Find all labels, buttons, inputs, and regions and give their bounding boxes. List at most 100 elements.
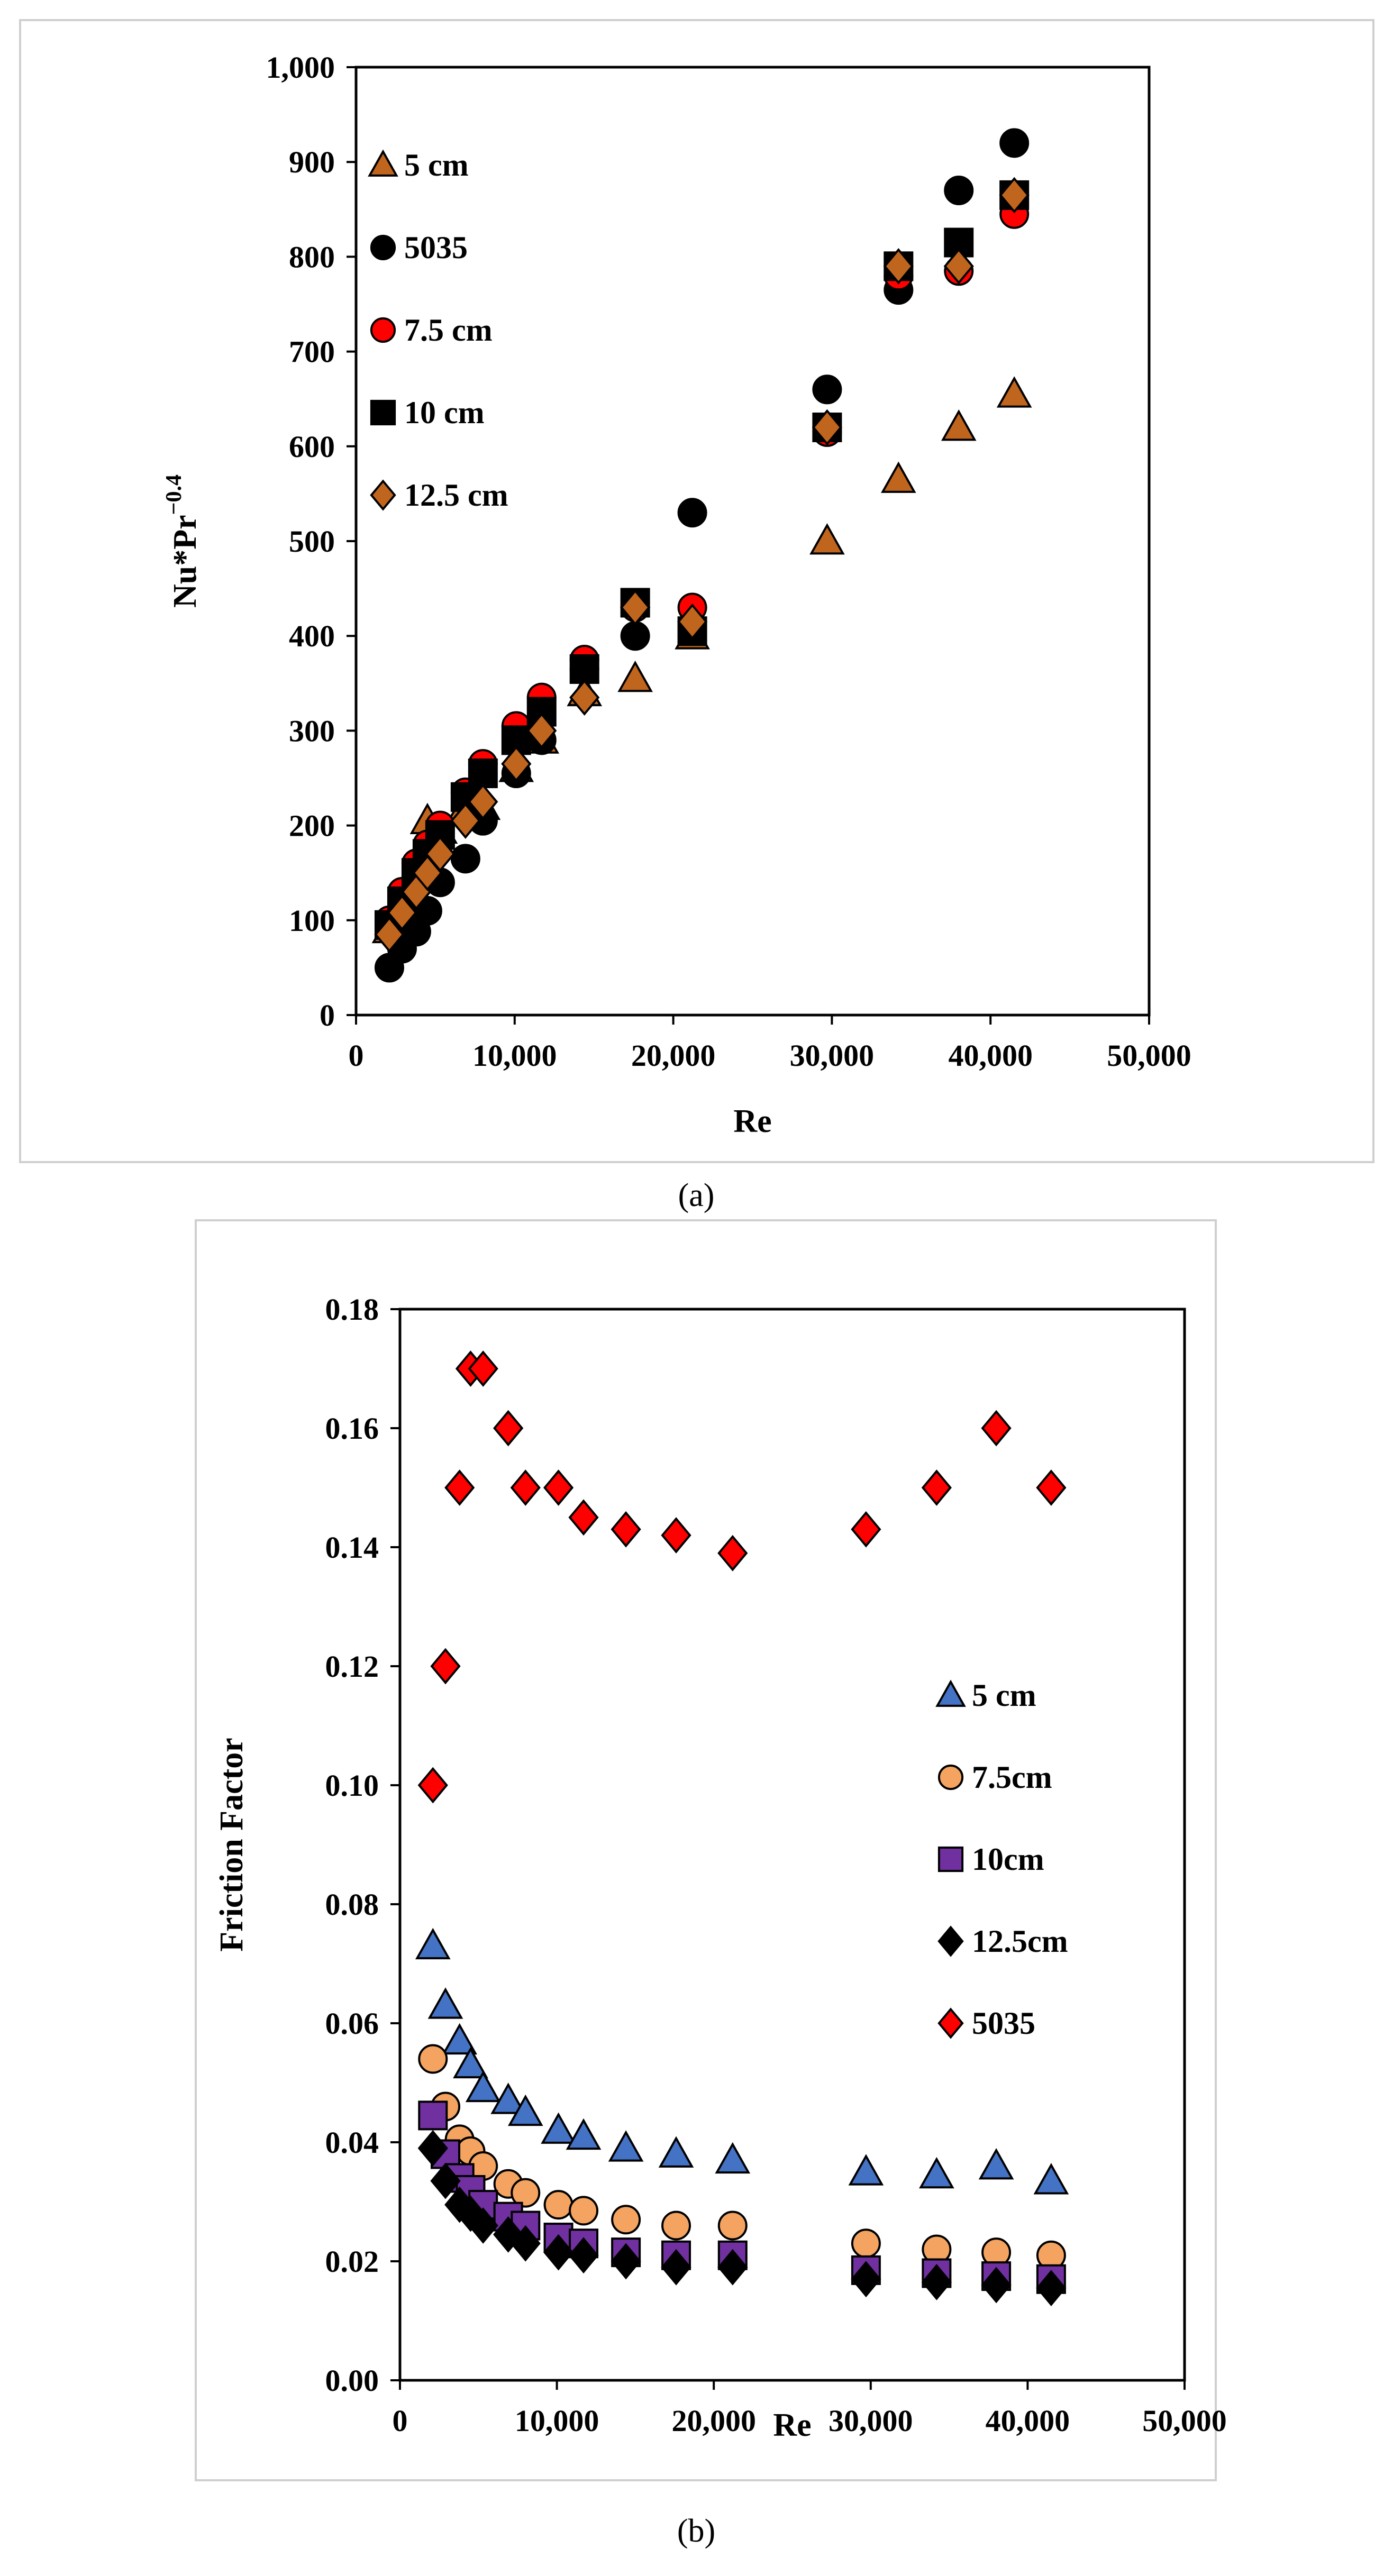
- chart-a-point-5035: [450, 844, 480, 874]
- chart-b-point-5035: [543, 1469, 574, 1506]
- caption-a: (a): [678, 1177, 715, 1213]
- chart-b-plot-area: [398, 1308, 1186, 2382]
- chart-b-point-5-cm: [427, 1987, 463, 2019]
- chart-a-y-tick-label: 0: [320, 998, 335, 1033]
- chart-b-point-12-5cm: [851, 2261, 881, 2298]
- chart-a-point-12-5-cm: [468, 783, 498, 820]
- chart-a-y-tick-label: 800: [289, 240, 335, 274]
- chart-b-point-12-5cm: [568, 2237, 599, 2274]
- chart-b-point-5-cm: [541, 2112, 576, 2144]
- chart-b-point-5-cm: [848, 2154, 884, 2186]
- chart-b-point-7-5cm: [418, 2044, 448, 2074]
- chart-b-point-5035: [1036, 1469, 1067, 1506]
- chart-a-legend-marker: [370, 479, 396, 511]
- chart-b-point-12-5cm: [543, 2234, 574, 2271]
- chart-b-point-5-cm: [919, 2157, 954, 2189]
- chart-b-point-5-cm: [566, 2118, 602, 2150]
- chart-a-legend-marker: [368, 149, 398, 177]
- chart-b-point-5-cm: [608, 2130, 644, 2162]
- chart-a-point-12-5-cm: [501, 745, 532, 782]
- chart-b-legend-marker: [937, 2007, 964, 2039]
- chart-b-point-5035: [493, 1410, 524, 1447]
- chart-b-point-7-5cm: [851, 2228, 881, 2259]
- chart-a-y-axis-label: Nu*Pr−0.4: [162, 474, 203, 608]
- chart-b-x-tick-label: 50,000: [1142, 2404, 1227, 2438]
- chart-a-y-tick-label: 400: [289, 619, 335, 653]
- chart-a-point-12-5-cm: [883, 248, 914, 285]
- chart-a-point-5035: [812, 374, 842, 405]
- chart-a-y-tick-label: 100: [289, 903, 335, 938]
- chart-a-point-12-5-cm: [569, 679, 600, 716]
- chart-b-point-12-5cm: [1036, 2270, 1067, 2306]
- chart-b-x-tick-label: 0: [393, 2404, 408, 2438]
- chart-a-legend-label: 7.5 cm: [404, 313, 493, 348]
- chart-b-y-tick-label: 0.00: [325, 2363, 379, 2398]
- chart-a-legend-label: 10 cm: [404, 395, 485, 430]
- chart-a-point-5-cm: [996, 376, 1032, 408]
- chart-b-point-7-5cm: [717, 2210, 748, 2241]
- chart-a-legend-label: 5 cm: [404, 148, 469, 182]
- chart-a-legend-label: 12.5 cm: [404, 478, 508, 513]
- chart-a-x-tick-label: 10,000: [472, 1038, 557, 1073]
- chart-b-point-5035: [851, 1511, 881, 1548]
- chart-b-y-axis-label: Friction Factor: [214, 1738, 250, 1952]
- chart-a-y-tick-label: 200: [289, 809, 335, 843]
- chart-a-legend-marker: [370, 399, 396, 426]
- chart-a-point-5-cm: [881, 461, 916, 493]
- chart-a-x-tick-label: 40,000: [948, 1038, 1033, 1073]
- chart-b-point-7-5cm: [543, 2190, 573, 2220]
- chart-b-point-12-5cm: [717, 2249, 748, 2286]
- chart-b-point-7-5cm: [569, 2196, 599, 2226]
- chart-b-y-tick-label: 0.04: [325, 2125, 379, 2160]
- chart-b-point-5035: [417, 1767, 448, 1804]
- chart-b-point-5-cm: [442, 2023, 478, 2055]
- chart-a-point-5035: [999, 128, 1030, 158]
- chart-b-y-tick-label: 0.16: [325, 1411, 379, 1446]
- chart-a-point-5-cm: [617, 660, 653, 692]
- chart-b-point-12-5cm: [921, 2264, 952, 2300]
- chart-b-point-12-5cm: [430, 2162, 461, 2199]
- chart-b-point-12-5cm: [417, 2130, 448, 2167]
- chart-b-point-7-5cm: [511, 2178, 541, 2208]
- chart-b-legend-label: 5 cm: [972, 1678, 1036, 1713]
- chart-b-legend-label: 7.5cm: [972, 1760, 1052, 1795]
- chart-b-point-12-5cm: [510, 2225, 541, 2262]
- chart-b-legend-label: 5035: [972, 2006, 1035, 2041]
- chart-a-point-5-cm: [941, 409, 977, 441]
- chart-b-point-5-cm: [1033, 2163, 1069, 2195]
- chart-a-x-tick-label: 20,000: [631, 1038, 716, 1073]
- chart-b-point-5-cm: [453, 2047, 488, 2079]
- chart-a-x-tick-label: 50,000: [1107, 1038, 1191, 1073]
- chart-b-legend-marker: [937, 1764, 964, 1791]
- chart-b-x-axis-label: Re: [773, 2407, 811, 2443]
- chart-a-point-12-5-cm: [374, 916, 405, 953]
- chart-a-point-12-5-cm: [450, 802, 481, 839]
- chart-b-point-12-5cm: [981, 2267, 1012, 2304]
- chart-b-x-tick-label: 30,000: [828, 2404, 913, 2438]
- chart-a-point-10-cm: [468, 759, 498, 789]
- chart-b-point-12-5cm: [611, 2243, 641, 2280]
- chart-b-y-tick-label: 0.08: [325, 1887, 379, 1922]
- chart-b-point-5035: [717, 1534, 748, 1572]
- chart-b-point-5-cm: [507, 2094, 543, 2126]
- chart-a-y-tick-label: 500: [289, 524, 335, 559]
- chart-a-x-axis-label: Re: [733, 1103, 771, 1139]
- chart-a-point-12-5-cm: [677, 603, 708, 640]
- chart-b-x-tick-label: 10,000: [515, 2404, 599, 2438]
- chart-b-legend-label: 10cm: [972, 1842, 1044, 1877]
- chart-b-point-5-cm: [658, 2136, 694, 2168]
- chart-b-point-5035: [468, 1350, 498, 1387]
- chart-a-point-12-5-cm: [812, 409, 843, 446]
- chart-b-y-tick-label: 0.10: [325, 1768, 379, 1803]
- chart-a-point-12-5-cm: [620, 589, 651, 626]
- chart-a-point-5035: [677, 498, 707, 528]
- chart-b-point-12-5cm: [661, 2249, 691, 2286]
- chart-b-point-5-cm: [978, 2148, 1014, 2180]
- chart-a-point-12-5-cm: [425, 836, 456, 872]
- chart-a-point-12-5-cm: [387, 894, 417, 931]
- chart-b-point-7-5cm: [611, 2205, 641, 2235]
- chart-a-point-5035: [944, 175, 974, 205]
- chart-b-legend-marker: [935, 1679, 966, 1707]
- chart-b-point-5035: [611, 1511, 641, 1548]
